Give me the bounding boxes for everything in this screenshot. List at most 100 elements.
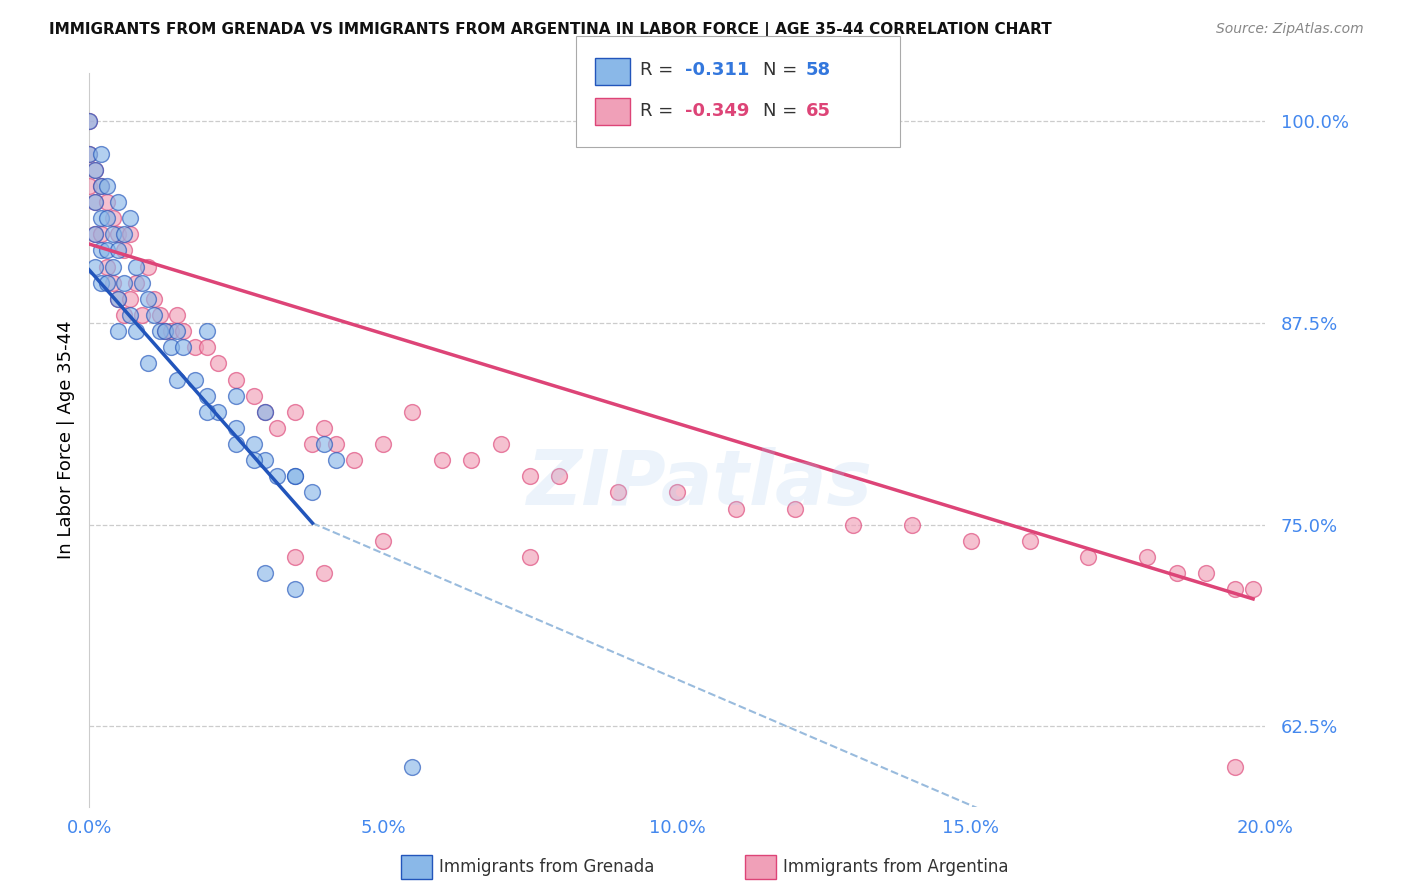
Point — [125, 276, 148, 290]
Point — [1077, 549, 1099, 564]
Point — [242, 453, 264, 467]
Point — [131, 308, 153, 322]
Point — [84, 162, 107, 177]
Point — [107, 227, 129, 242]
Point — [301, 437, 323, 451]
Point — [166, 324, 188, 338]
Point — [90, 178, 112, 193]
Point — [284, 549, 307, 564]
Point — [136, 260, 159, 274]
Point — [184, 340, 207, 354]
Point — [1166, 566, 1188, 581]
Point — [401, 760, 423, 774]
Text: -0.311: -0.311 — [685, 61, 749, 78]
Point — [166, 372, 188, 386]
Point — [343, 453, 366, 467]
Point — [1195, 566, 1218, 581]
Point — [284, 469, 307, 483]
Point — [120, 308, 142, 322]
Point — [489, 437, 512, 451]
Point — [665, 485, 688, 500]
Point — [112, 308, 135, 322]
Point — [172, 324, 194, 338]
Text: 65: 65 — [806, 103, 831, 120]
Point — [225, 372, 247, 386]
Point — [842, 517, 865, 532]
Point — [314, 421, 336, 435]
Point — [166, 308, 188, 322]
Point — [266, 469, 288, 483]
Point — [155, 324, 177, 338]
Text: Immigrants from Argentina: Immigrants from Argentina — [783, 858, 1008, 876]
Point — [195, 340, 218, 354]
Point — [142, 308, 165, 322]
Point — [84, 227, 107, 242]
Text: R =: R = — [640, 103, 679, 120]
Point — [90, 227, 112, 242]
Point — [607, 485, 630, 500]
Text: N =: N = — [763, 103, 797, 120]
Point — [242, 437, 264, 451]
Point — [284, 469, 307, 483]
Point — [901, 517, 924, 532]
Point — [96, 178, 118, 193]
Point — [77, 146, 100, 161]
Point — [184, 372, 207, 386]
Point — [195, 324, 218, 338]
Point — [254, 405, 277, 419]
Point — [401, 405, 423, 419]
Point — [195, 405, 218, 419]
Point — [284, 582, 307, 597]
Point — [120, 292, 142, 306]
Point — [136, 292, 159, 306]
Point — [90, 211, 112, 226]
Point — [160, 324, 183, 338]
Point — [112, 227, 135, 242]
Point — [77, 114, 100, 128]
Point — [724, 501, 747, 516]
Point — [96, 260, 118, 274]
Point — [301, 485, 323, 500]
Point — [548, 469, 571, 483]
Point — [77, 146, 100, 161]
Point — [125, 260, 148, 274]
Point — [160, 340, 183, 354]
Point — [125, 324, 148, 338]
Point — [149, 308, 172, 322]
Point — [107, 244, 129, 258]
Point — [254, 453, 277, 467]
Point — [207, 405, 229, 419]
Point — [107, 324, 129, 338]
Point — [1018, 533, 1040, 548]
Point — [430, 453, 453, 467]
Point — [1225, 582, 1247, 597]
Point — [314, 437, 336, 451]
Point — [77, 114, 100, 128]
Point — [120, 227, 142, 242]
Point — [96, 244, 118, 258]
Point — [519, 549, 541, 564]
Point — [254, 566, 277, 581]
Point — [1225, 760, 1247, 774]
Point — [225, 421, 247, 435]
Point — [195, 389, 218, 403]
Point — [314, 566, 336, 581]
Point — [1136, 549, 1159, 564]
Point — [84, 260, 107, 274]
Text: R =: R = — [640, 61, 679, 78]
Point — [90, 244, 112, 258]
Point — [155, 324, 177, 338]
Point — [107, 292, 129, 306]
Point — [101, 276, 124, 290]
Text: N =: N = — [763, 61, 797, 78]
Point — [101, 211, 124, 226]
Point — [325, 453, 347, 467]
Point — [120, 211, 142, 226]
Text: -0.349: -0.349 — [685, 103, 749, 120]
Point — [101, 227, 124, 242]
Point — [960, 533, 983, 548]
Point — [84, 195, 107, 210]
Point — [107, 292, 129, 306]
Point — [1241, 582, 1264, 597]
Point — [131, 276, 153, 290]
